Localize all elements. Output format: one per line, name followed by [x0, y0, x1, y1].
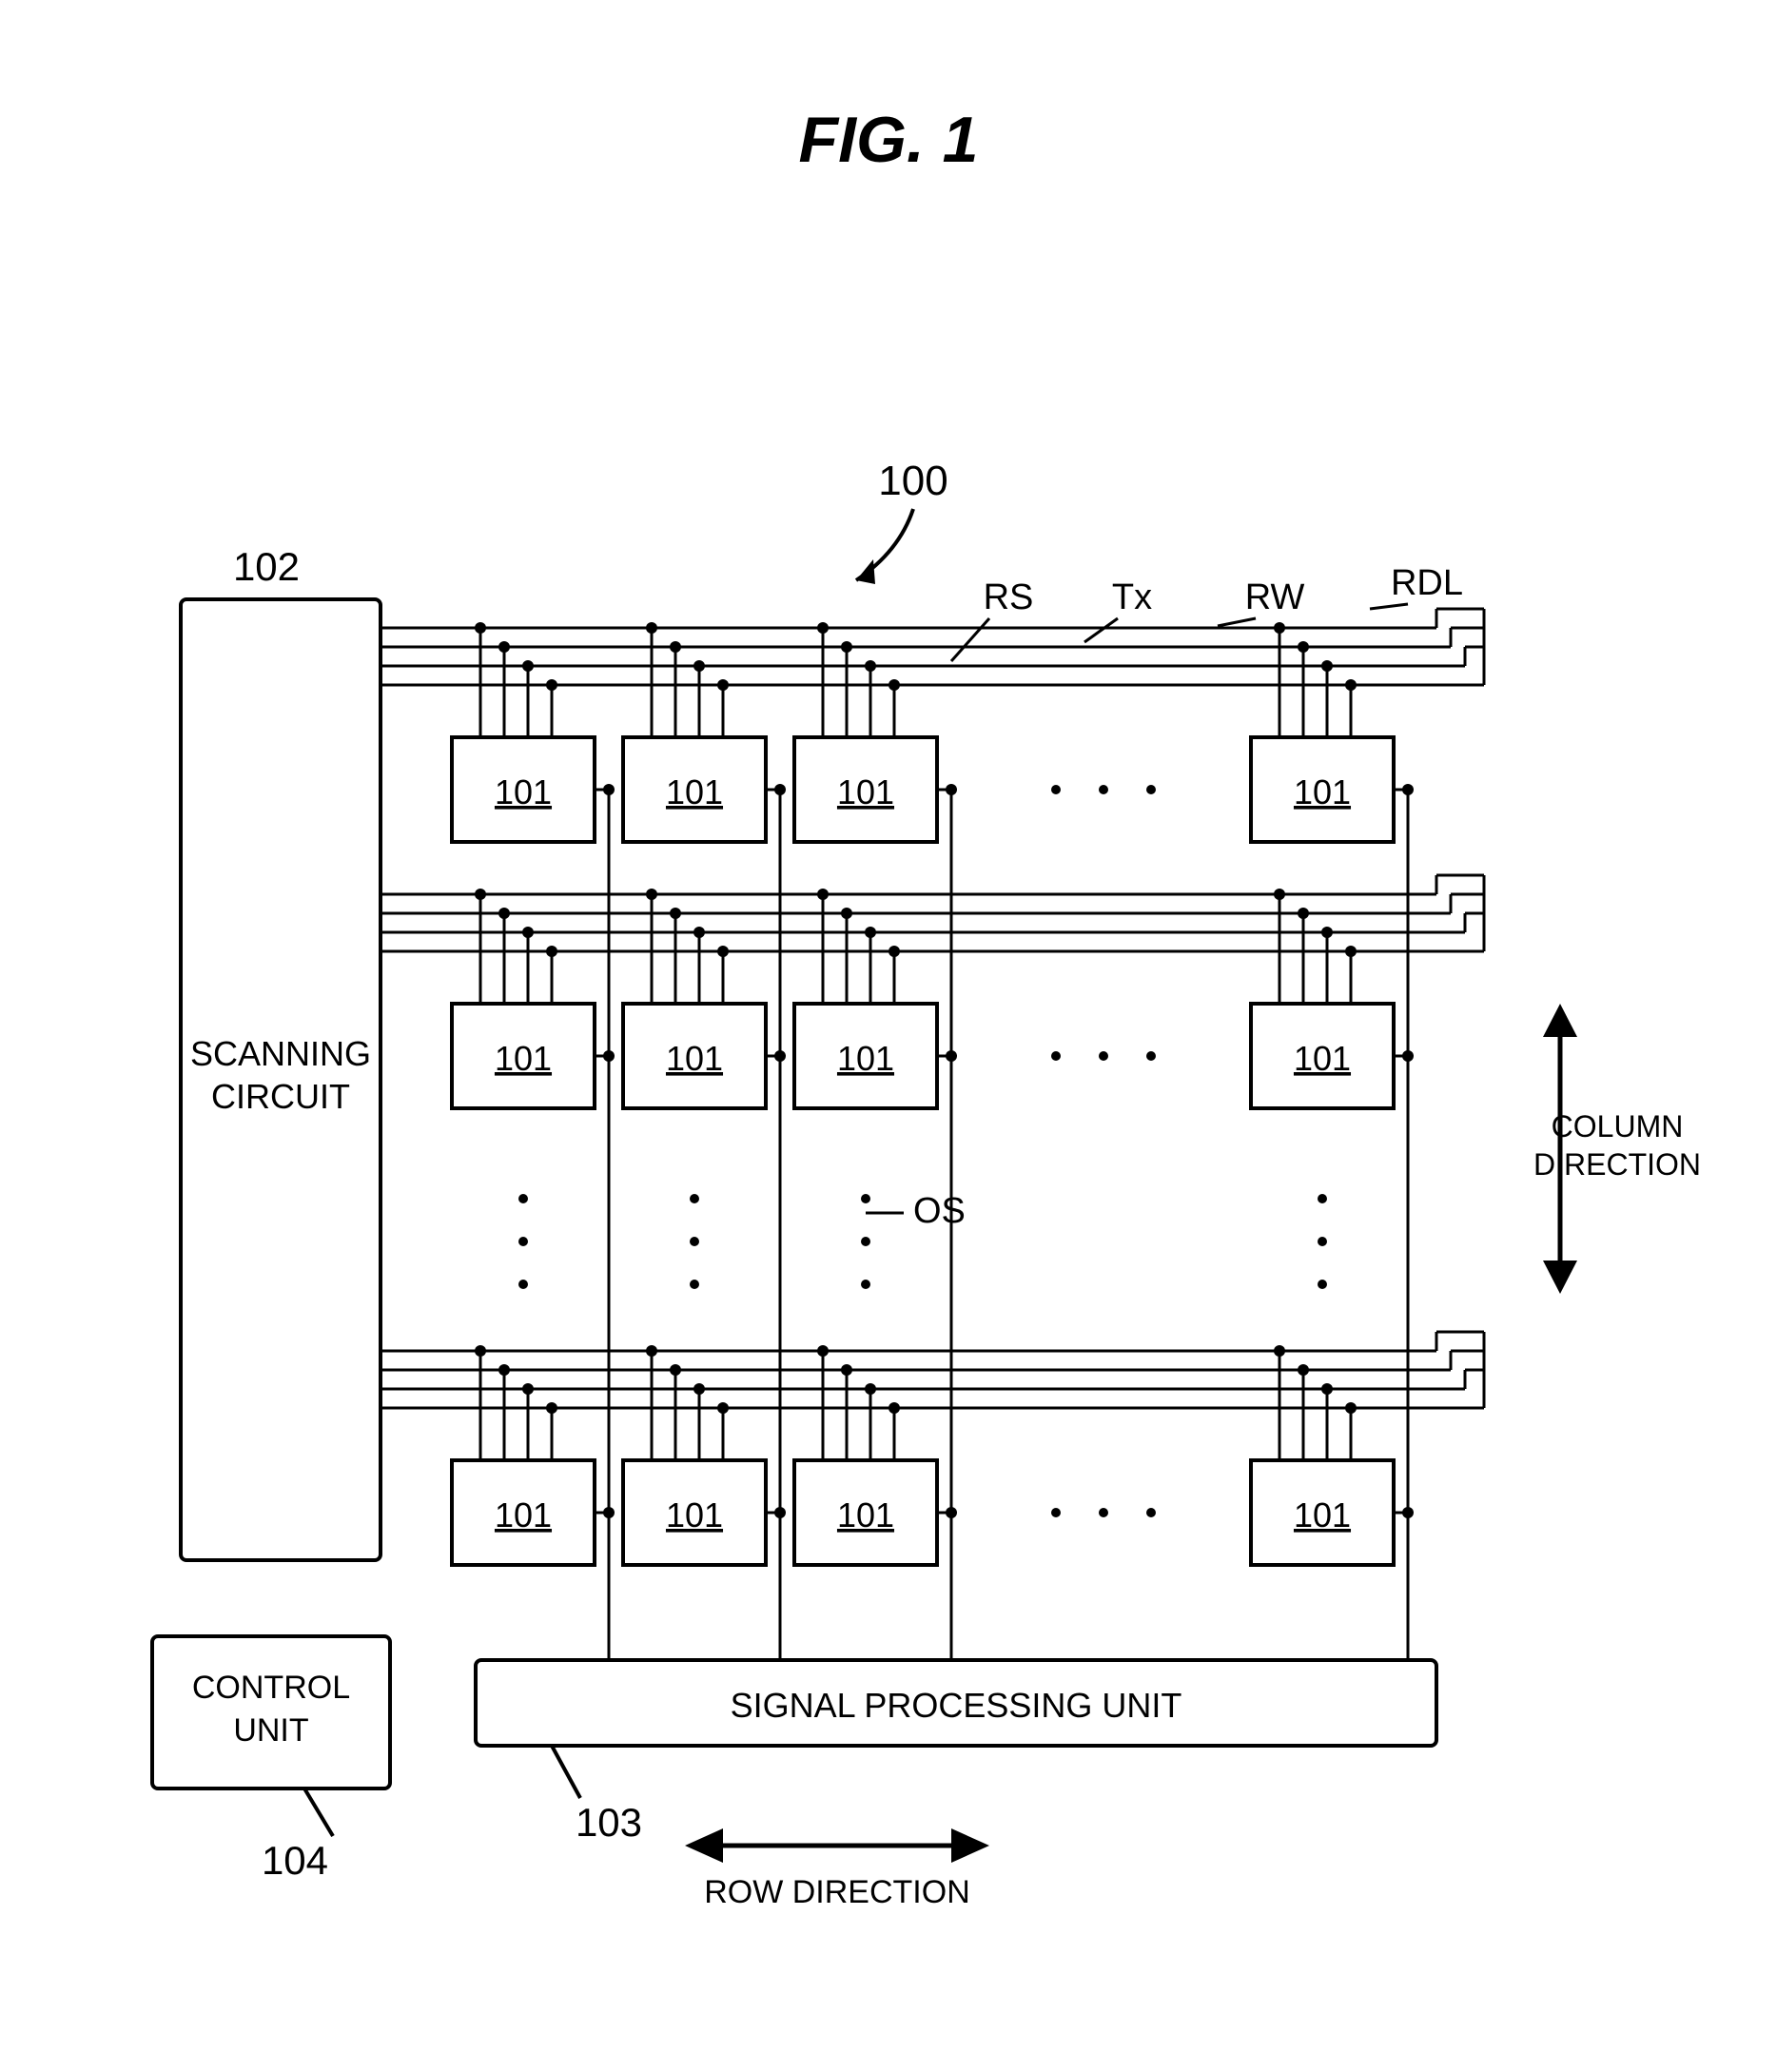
pixel-r1c4: 101	[1251, 622, 1414, 842]
row-dir-label: ROW DIRECTION	[704, 1874, 970, 1910]
label-os: OS	[913, 1191, 966, 1231]
ref-104-leader	[304, 1789, 333, 1836]
svg-text:101: 101	[666, 772, 723, 811]
label-rs-leader	[951, 618, 989, 661]
ref-103: 103	[576, 1800, 642, 1845]
svg-text:101: 101	[1294, 772, 1351, 811]
ref-100-arrowhead	[856, 559, 875, 584]
ellipsis-r2	[1051, 1051, 1156, 1061]
scanning-label-1: SCANNING	[190, 1034, 371, 1073]
svg-text:101: 101	[1294, 1495, 1351, 1534]
label-rw-leader	[1218, 618, 1256, 626]
pixel-r1c3: 101	[794, 622, 957, 842]
svg-text:101: 101	[837, 1495, 894, 1534]
row3-hlines	[381, 1332, 1484, 1408]
row1-hlines	[381, 609, 1484, 685]
label-rw: RW	[1245, 577, 1305, 617]
control-label-1: CONTROL	[192, 1670, 350, 1706]
ellipsis-r3	[1051, 1508, 1156, 1517]
svg-text:101: 101	[495, 1039, 552, 1078]
row-direction-arrow	[685, 1828, 989, 1863]
ref-103-leader	[552, 1746, 580, 1798]
svg-text:101: 101	[837, 772, 894, 811]
pixel-r1c1: 101	[452, 622, 615, 842]
figure-root: FIG. 1 100 102 SCANNING CIRCUIT CONTROL …	[152, 104, 1701, 1910]
scanning-label-2: CIRCUIT	[211, 1077, 350, 1116]
svg-text:101: 101	[495, 1495, 552, 1534]
pixel-r2c3: 101	[794, 889, 957, 1108]
svg-text:101: 101	[495, 772, 552, 811]
ref-100: 100	[878, 458, 947, 504]
label-tx: Tx	[1112, 577, 1152, 617]
row2-hlines	[381, 875, 1484, 951]
svg-text:101: 101	[1294, 1039, 1351, 1078]
pixel-r2c4: 101	[1251, 889, 1414, 1108]
pixel-r1c2: 101	[623, 622, 786, 842]
svg-text:101: 101	[666, 1495, 723, 1534]
ref-102: 102	[233, 544, 300, 589]
ellipsis-r1	[1051, 785, 1156, 794]
pixel-r3c3: 101	[794, 1345, 957, 1565]
control-label-2: UNIT	[233, 1712, 308, 1749]
os-vlines	[609, 790, 1408, 1660]
label-rdl: RDL	[1391, 563, 1463, 603]
col-dir-label-1: COLUMN	[1552, 1109, 1684, 1144]
pixel-r2c2: 101	[623, 889, 786, 1108]
svg-text:101: 101	[666, 1039, 723, 1078]
pixel-r3c4: 101	[1251, 1345, 1414, 1565]
signal-label: SIGNAL PROCESSING UNIT	[731, 1686, 1182, 1725]
label-rdl-leader	[1370, 604, 1408, 609]
ref-100-arrow	[856, 509, 913, 580]
label-rs: RS	[984, 577, 1034, 617]
pixel-r2c1: 101	[452, 889, 615, 1108]
label-tx-leader	[1084, 618, 1118, 642]
svg-text:101: 101	[837, 1039, 894, 1078]
pixel-r3c2: 101	[623, 1345, 786, 1565]
pixel-r3c1: 101	[452, 1345, 615, 1565]
ref-104: 104	[262, 1838, 328, 1883]
col-dir-label-2: DIRECTION	[1533, 1147, 1701, 1182]
figure-title: FIG. 1	[799, 104, 979, 176]
